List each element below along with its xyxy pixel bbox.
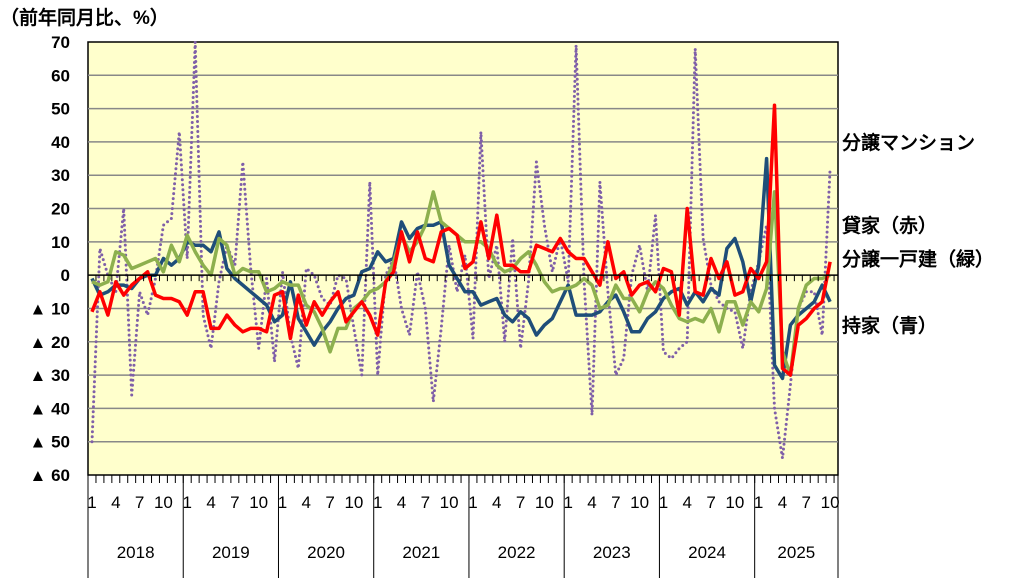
x-month-label: 7 bbox=[802, 493, 811, 512]
y-tick-label: ▲ 30 bbox=[30, 366, 70, 385]
x-month-label: 1 bbox=[563, 493, 572, 512]
y-tick-label: 70 bbox=[51, 33, 70, 52]
x-month-label: 7 bbox=[135, 493, 144, 512]
x-month-label: 10 bbox=[154, 493, 173, 512]
unit-label: （前年同月比、%） bbox=[0, 6, 169, 29]
y-tick-label: ▲ 40 bbox=[30, 399, 70, 418]
x-month-label: 4 bbox=[778, 493, 787, 512]
x-month-label: 10 bbox=[440, 493, 459, 512]
x-month-label: 7 bbox=[230, 493, 239, 512]
y-tick-label: 30 bbox=[51, 166, 70, 185]
y-tick-label: 0 bbox=[61, 266, 70, 285]
x-month-label: 7 bbox=[516, 493, 525, 512]
x-month-label: 10 bbox=[725, 493, 744, 512]
y-tick-label: 20 bbox=[51, 200, 70, 219]
x-month-label: 4 bbox=[397, 493, 406, 512]
x-month-label: 4 bbox=[111, 493, 120, 512]
x-month-label: 4 bbox=[492, 493, 501, 512]
x-year-label: 2018 bbox=[117, 543, 155, 562]
y-tick-label: ▲ 20 bbox=[30, 333, 70, 352]
x-year-label: 2020 bbox=[307, 543, 345, 562]
x-month-label: 1 bbox=[468, 493, 477, 512]
y-tick-label: ▲ 60 bbox=[30, 466, 70, 485]
x-year-label: 2025 bbox=[777, 543, 815, 562]
series-label: 貸家（赤） bbox=[841, 214, 937, 237]
series-line bbox=[90, 156, 832, 381]
x-month-label: 1 bbox=[754, 493, 763, 512]
x-month-label: 1 bbox=[183, 493, 192, 512]
x-month-label: 4 bbox=[683, 493, 692, 512]
x-month-label: 10 bbox=[535, 493, 554, 512]
series-label: 持家（青） bbox=[842, 314, 937, 337]
x-month-label: 4 bbox=[302, 493, 311, 512]
x-month-label: 10 bbox=[249, 493, 268, 512]
x-month-label: 10 bbox=[821, 493, 840, 512]
x-month-label: 7 bbox=[325, 493, 334, 512]
y-tick-label: ▲ 10 bbox=[30, 299, 70, 318]
series-label: 分譲マンション bbox=[842, 131, 975, 154]
x-month-label: 7 bbox=[611, 493, 620, 512]
x-year-label: 2022 bbox=[498, 543, 536, 562]
x-month-label: 1 bbox=[373, 493, 382, 512]
x-month-label: 10 bbox=[344, 493, 363, 512]
x-month-label: 4 bbox=[206, 493, 215, 512]
x-year-label: 2024 bbox=[688, 543, 726, 562]
y-tick-label: 10 bbox=[51, 233, 70, 252]
x-month-label: 7 bbox=[706, 493, 715, 512]
x-year-label: 2019 bbox=[212, 543, 250, 562]
x-year-label: 2023 bbox=[593, 543, 631, 562]
x-month-label: 1 bbox=[278, 493, 287, 512]
series-line bbox=[90, 40, 832, 460]
x-month-label: 10 bbox=[630, 493, 649, 512]
x-month-label: 4 bbox=[587, 493, 596, 512]
x-year-label: 2021 bbox=[402, 543, 440, 562]
x-month-label: 1 bbox=[659, 493, 668, 512]
series-line bbox=[91, 190, 831, 377]
y-tick-label: 40 bbox=[51, 133, 70, 152]
x-month-label: 7 bbox=[421, 493, 430, 512]
series-label: 分譲一戸建（緑） bbox=[842, 248, 994, 271]
y-tick-label: 60 bbox=[51, 66, 70, 85]
x-month-label: 1 bbox=[87, 493, 96, 512]
y-tick-label: ▲ 50 bbox=[30, 433, 70, 452]
y-tick-label: 50 bbox=[51, 100, 70, 119]
